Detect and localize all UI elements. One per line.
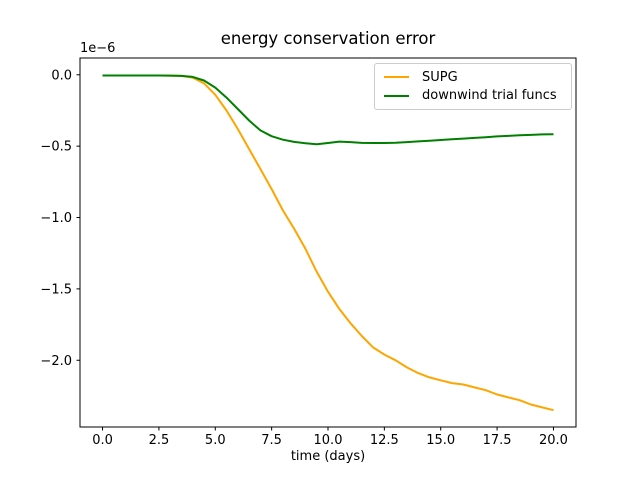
x-tick-label: 15.0 [426,433,455,448]
x-tick-label: 12.5 [370,433,399,448]
legend-label: downwind trial funcs [422,88,557,104]
y-tick-label: −2.0 [40,354,72,369]
legend-label: SUPG [422,69,458,85]
x-tick-label: 2.5 [149,433,170,448]
y-axis-offset-label: 1e−6 [80,41,116,56]
series-line-1 [102,74,554,146]
x-tick-label: 0.0 [92,433,113,448]
y-tick-label: 0.0 [51,68,72,83]
series-line-0 [102,74,554,412]
legend-item: downwind trial funcs [384,88,562,103]
legend-line-swatch-supg [384,76,409,79]
x-tick-label: 17.5 [483,433,512,448]
legend: SUPG downwind trial funcs [374,63,572,110]
legend-item: SUPG [384,70,562,85]
y-tick-label: −1.5 [40,282,72,297]
chart-title: energy conservation error [220,29,436,48]
x-axis-label: time (days) [290,449,366,464]
axes-frame [79,57,577,428]
y-tick-label: −1.0 [40,211,72,226]
y-tick-label: −0.5 [40,140,72,155]
x-tick-label: 10.0 [314,433,343,448]
x-tick-label: 7.5 [261,433,282,448]
legend-line-swatch-downwind [384,94,409,97]
x-tick-label: 20.0 [539,433,568,448]
x-tick-label: 5.0 [205,433,226,448]
